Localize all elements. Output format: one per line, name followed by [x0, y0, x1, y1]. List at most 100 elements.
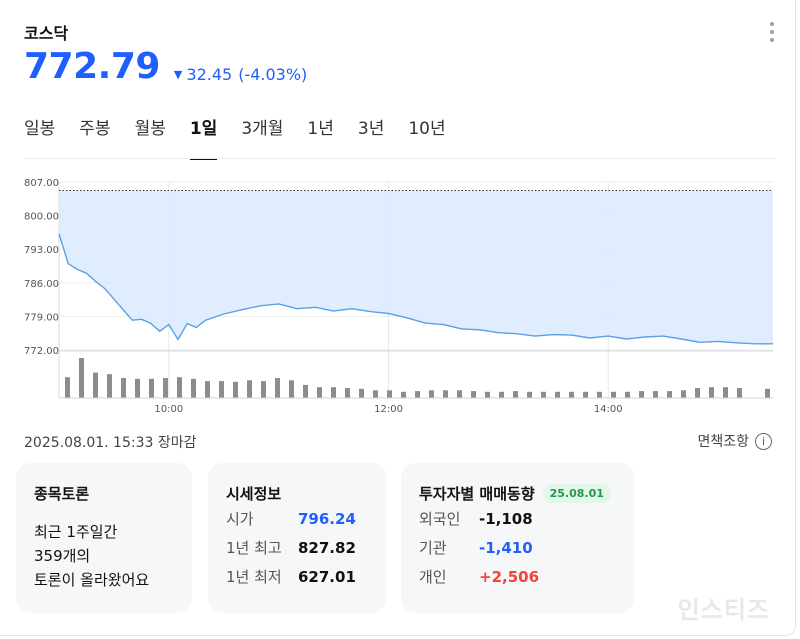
volume-bar — [303, 384, 308, 398]
info-value: 627.01 — [298, 567, 356, 586]
investor-value: -1,108 — [479, 509, 533, 528]
volume-bar — [415, 391, 420, 398]
volume-bar — [527, 391, 532, 398]
tab-10year[interactable]: 10년 — [408, 119, 446, 139]
volume-bar — [471, 391, 476, 398]
volume-bar — [443, 390, 448, 398]
info-value: 796.24 — [298, 509, 356, 528]
tab-1day[interactable]: 1일 — [189, 114, 218, 160]
tab-3year[interactable]: 3년 — [357, 119, 385, 139]
tab-1year[interactable]: 1년 — [307, 119, 334, 139]
volume-bar — [359, 388, 364, 398]
volume-bar — [65, 377, 70, 398]
more-options-icon[interactable] — [766, 22, 778, 42]
investor-label: 기관 — [419, 539, 447, 557]
volume-bar — [513, 391, 518, 398]
volume-bar — [177, 377, 182, 398]
price-area — [59, 190, 773, 344]
y-tick-label: 793.00 — [24, 245, 59, 256]
investor-row-individual: 개인 +2,506 — [419, 562, 616, 591]
price-row: 772.79 ▼ 32.45 (-4.03%) — [24, 46, 307, 87]
volume-bar — [765, 388, 770, 398]
volume-bar — [387, 390, 392, 398]
volume-bar — [681, 390, 686, 398]
market-info-title: 시세정보 — [226, 485, 282, 503]
investor-row-foreign: 외국인 -1,108 — [419, 504, 616, 533]
market-status: 2025.08.01. 15:33 장마감 — [24, 435, 197, 451]
y-tick-label: 772.00 — [24, 346, 59, 357]
volume-bar — [499, 391, 504, 398]
tab-monthly[interactable]: 월봉 — [134, 119, 166, 139]
volume-bar — [219, 381, 224, 398]
volume-bar — [289, 380, 294, 398]
info-icon[interactable]: i — [755, 432, 772, 450]
volume-bar — [247, 380, 252, 398]
discussion-panel[interactable]: 종목토론 최근 1주일간 359개의 토론이 올라왔어요 — [16, 463, 192, 613]
volume-bar — [555, 391, 560, 398]
info-label: 시가 — [226, 510, 254, 528]
volume-bar — [625, 391, 630, 398]
investor-label: 외국인 — [419, 510, 461, 528]
volume-bar — [667, 391, 672, 398]
tab-3month[interactable]: 3개월 — [241, 119, 284, 139]
volume-bar — [485, 391, 490, 398]
volume-bar — [149, 378, 154, 398]
volume-bar — [457, 390, 462, 398]
info-row-high: 1년 최고 827.82 — [226, 533, 368, 562]
disclaimer-link[interactable]: 면책조항 i — [697, 431, 772, 451]
investor-value: +2,506 — [479, 567, 540, 586]
market-info-panel[interactable]: 시세정보 시가 796.24 1년 최고 827.82 1년 최저 627.01 — [208, 463, 386, 613]
index-title: 코스닥 — [24, 24, 69, 43]
investor-label: 개인 — [419, 568, 447, 586]
discussion-line: 359개의 — [34, 547, 91, 565]
info-label: 1년 최저 — [226, 568, 282, 586]
volume-bar — [79, 358, 84, 398]
volume-bar — [331, 387, 336, 398]
current-price: 772.79 — [24, 46, 160, 87]
volume-bar — [93, 372, 98, 398]
volume-bar — [121, 378, 126, 398]
volume-bar — [275, 378, 280, 398]
volume-bar — [723, 387, 728, 398]
tab-weekly[interactable]: 주봉 — [79, 119, 111, 139]
volume-bar — [261, 381, 266, 398]
investor-panel[interactable]: 투자자별 매매동향 25.08.01 외국인 -1,108 기관 -1,410 … — [401, 463, 634, 613]
info-value: 827.82 — [298, 538, 356, 557]
volume-bar — [205, 381, 210, 398]
intraday-chart[interactable]: 807.00 800.00 793.00 786.00 779.00 772.00 10:0… — [0, 172, 800, 422]
volume-bar — [373, 390, 378, 398]
change-percent: (-4.03%) — [238, 65, 308, 84]
volume-bar — [569, 391, 574, 398]
change-value: 32.45 — [186, 65, 233, 84]
y-tick-label: 779.00 — [24, 312, 59, 323]
volume-bar — [709, 387, 714, 398]
date-badge: 25.08.01 — [542, 484, 611, 503]
volume-bar — [653, 391, 658, 398]
volume-bar — [639, 391, 644, 398]
x-tick-label: 12:00 — [374, 404, 403, 415]
info-row-open: 시가 796.24 — [226, 504, 368, 533]
volume-bar — [233, 381, 238, 398]
info-label: 1년 최고 — [226, 539, 282, 557]
volume-bar — [317, 387, 322, 398]
volume-bar — [611, 391, 616, 398]
volume-bar — [737, 388, 742, 398]
volume-bar — [345, 388, 350, 398]
volume-bar — [191, 378, 196, 398]
discussion-line: 최근 1주일간 — [34, 523, 118, 541]
x-tick-label: 10:00 — [154, 404, 183, 415]
volume-bar — [695, 388, 700, 398]
y-tick-label: 786.00 — [24, 279, 59, 290]
volume-bar — [107, 374, 112, 398]
discussion-line: 토론이 올라왔어요 — [34, 571, 150, 589]
volume-bar — [135, 378, 140, 398]
volume-bar — [163, 378, 168, 398]
y-tick-label: 800.00 — [24, 212, 59, 223]
tab-daily[interactable]: 일봉 — [24, 119, 56, 139]
price-change: ▼ 32.45 (-4.03%) — [174, 65, 307, 84]
volume-bar — [541, 391, 546, 398]
watermark-logo: 인스티즈 — [677, 596, 770, 624]
volume-bar — [429, 390, 434, 398]
investor-title-text: 투자자별 매매동향 — [419, 485, 535, 503]
